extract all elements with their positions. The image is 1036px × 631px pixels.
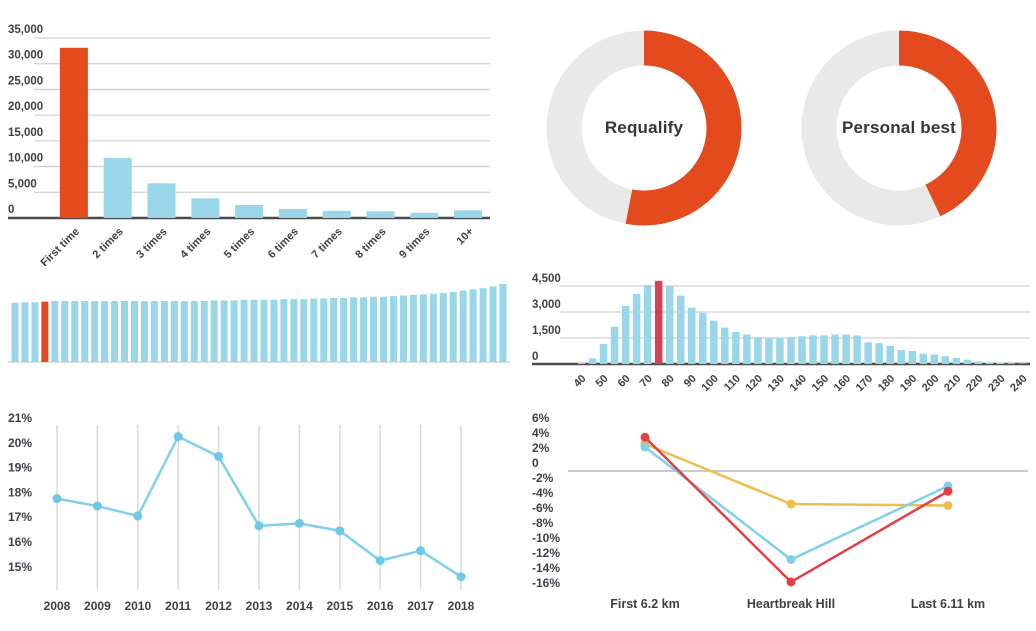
- svg-text:2008: 2008: [44, 599, 71, 613]
- svg-text:160: 160: [832, 373, 853, 394]
- svg-text:Heartbreak Hill: Heartbreak Hill: [747, 597, 835, 611]
- svg-text:15,000: 15,000: [8, 127, 43, 139]
- svg-text:10+: 10+: [455, 226, 477, 248]
- svg-text:70: 70: [638, 373, 655, 390]
- svg-text:21%: 21%: [8, 411, 32, 425]
- svg-text:6%: 6%: [532, 411, 550, 425]
- requalify-donut-svg: [546, 30, 742, 226]
- svg-text:30,000: 30,000: [8, 50, 43, 62]
- svg-text:17%: 17%: [8, 510, 32, 524]
- svg-text:170: 170: [854, 373, 875, 394]
- svg-text:-2%: -2%: [532, 471, 554, 485]
- svg-text:2009: 2009: [84, 599, 111, 613]
- svg-text:120: 120: [744, 373, 765, 394]
- svg-text:220: 220: [964, 373, 985, 394]
- svg-text:2013: 2013: [246, 599, 273, 613]
- svg-text:-12%: -12%: [532, 546, 560, 560]
- svg-text:190: 190: [898, 373, 919, 394]
- svg-text:2016: 2016: [367, 599, 394, 613]
- svg-text:8 times: 8 times: [353, 226, 388, 261]
- svg-text:4%: 4%: [532, 426, 550, 440]
- svg-text:Last 6.11 km: Last 6.11 km: [911, 597, 985, 611]
- svg-text:2011: 2011: [165, 599, 191, 613]
- svg-text:40: 40: [571, 373, 588, 390]
- svg-text:1,500: 1,500: [532, 325, 561, 337]
- svg-text:2 times: 2 times: [91, 226, 126, 261]
- svg-text:3,000: 3,000: [532, 299, 561, 311]
- personal-best-donut-svg: [801, 30, 997, 226]
- svg-text:180: 180: [876, 373, 897, 394]
- svg-text:7 times: 7 times: [310, 226, 345, 261]
- svg-text:20%: 20%: [8, 436, 32, 450]
- pace-splits-line-svg: 6%4%2%0-2%-4%-6%-8%-10%-12%-14%-16% First…: [532, 411, 1028, 611]
- svg-text:2017: 2017: [407, 599, 434, 613]
- personal-best-donut-chart: Personal best: [799, 28, 999, 228]
- percent-by-year-line-svg: 21% 20% 19% 18% 17% 16% 15% 2008 2009 2010 2011 201…: [8, 411, 475, 613]
- svg-text:60: 60: [616, 373, 633, 390]
- svg-text:2%: 2%: [532, 441, 550, 455]
- svg-text:140: 140: [788, 373, 809, 394]
- svg-text:2014: 2014: [286, 599, 313, 613]
- finish-time-histogram-svg: 0 1,500 3,000 4,500 40 50 60 70 80 90 100 110 120 130…: [532, 273, 1030, 394]
- pace-splits-line-chart: 6% 4% 2% 0 -2% -4% -6% -8% -10% -12% -14% -16% First…: [528, 398, 1036, 626]
- times-run-bar-chart-svg: 0 5,000 10,000 15,000 20,000 25,000 30,000 35,0…: [8, 24, 490, 269]
- svg-text:-8%: -8%: [532, 516, 554, 530]
- strip-bar-chart-svg: [8, 283, 510, 363]
- times-run-bar-chart: 0 5,000 10,000 15,000 20,000 25,000 30,000 35,0…: [6, 14, 496, 269]
- svg-text:-6%: -6%: [532, 501, 554, 515]
- personal-best-donut-title: Personal best: [841, 118, 957, 137]
- svg-text:5,000: 5,000: [8, 178, 37, 190]
- svg-text:19%: 19%: [8, 461, 32, 475]
- percent-by-year-line-chart: 21% 20% 19% 18% 17% 16% 15% 2008 2009 2010 2011 201…: [6, 398, 510, 626]
- svg-text:-4%: -4%: [532, 486, 554, 500]
- svg-text:5 times: 5 times: [222, 226, 257, 261]
- svg-text:50: 50: [594, 373, 611, 390]
- svg-text:-16%: -16%: [532, 576, 560, 590]
- svg-text:130: 130: [766, 373, 787, 394]
- svg-text:25,000: 25,000: [8, 75, 43, 87]
- svg-text:10,000: 10,000: [8, 153, 43, 165]
- svg-text:110: 110: [722, 373, 743, 394]
- svg-text:2015: 2015: [326, 599, 353, 613]
- svg-text:6 times: 6 times: [266, 226, 301, 261]
- svg-text:15%: 15%: [8, 560, 32, 574]
- svg-text:90: 90: [682, 373, 699, 390]
- svg-text:150: 150: [810, 373, 831, 394]
- svg-text:9 times: 9 times: [397, 226, 432, 261]
- svg-text:4 times: 4 times: [178, 226, 213, 261]
- svg-text:80: 80: [660, 373, 677, 390]
- svg-text:2012: 2012: [205, 599, 232, 613]
- svg-text:2018: 2018: [448, 599, 475, 613]
- svg-text:35,000: 35,000: [8, 24, 43, 36]
- finish-time-histogram-chart: 0 1,500 3,000 4,500 40 50 60 70 80 90 100 110 120 130…: [530, 268, 1036, 398]
- svg-text:18%: 18%: [8, 485, 32, 499]
- svg-text:First 6.2 km: First 6.2 km: [610, 597, 679, 611]
- svg-text:-10%: -10%: [532, 531, 560, 545]
- svg-text:230: 230: [986, 373, 1007, 394]
- svg-text:-14%: -14%: [532, 561, 560, 575]
- svg-text:200: 200: [920, 373, 941, 394]
- svg-text:20,000: 20,000: [8, 101, 43, 113]
- svg-text:210: 210: [942, 373, 963, 394]
- requalify-donut-chart: Requalify: [544, 28, 744, 228]
- svg-text:2010: 2010: [124, 599, 151, 613]
- svg-text:0: 0: [532, 456, 539, 470]
- requalify-donut-title: Requalify: [604, 118, 684, 137]
- strip-bar-chart: [6, 276, 512, 368]
- svg-text:0: 0: [8, 204, 14, 216]
- svg-text:3 times: 3 times: [134, 226, 169, 261]
- svg-text:First time: First time: [39, 226, 82, 266]
- svg-text:4,500: 4,500: [532, 273, 561, 285]
- svg-text:16%: 16%: [8, 535, 32, 549]
- svg-text:240: 240: [1008, 373, 1029, 394]
- svg-text:0: 0: [532, 351, 538, 363]
- svg-text:100: 100: [699, 373, 720, 394]
